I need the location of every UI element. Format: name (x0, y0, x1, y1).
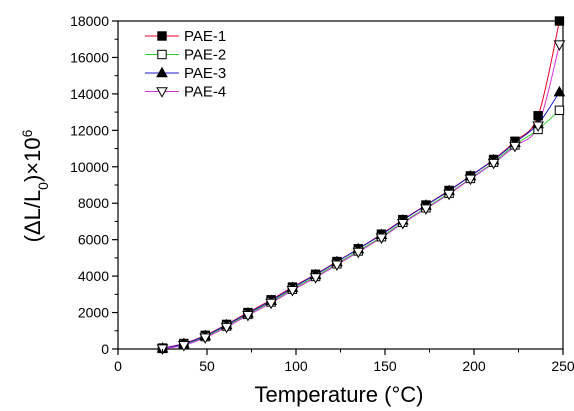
data-point-pae-4 (420, 204, 432, 215)
data-point-pae-4 (352, 247, 365, 259)
data-point-pae-4 (199, 333, 212, 344)
data-point-pae-1 (554, 16, 565, 26)
x-axis-label: Temperature (°C) (255, 382, 424, 407)
data-point-pae-4 (265, 298, 277, 310)
data-point-pae-4 (331, 260, 343, 272)
legend-marker-pae-2 (157, 49, 167, 60)
legend-label-pae-1: PAE-1 (184, 28, 226, 45)
data-point-pae-4 (178, 341, 190, 352)
y-tick-label: 16000 (70, 49, 109, 65)
legend-label-pae-2: PAE-2 (184, 47, 226, 64)
data-point-pae-4 (464, 174, 477, 186)
data-point-pae-4 (242, 310, 254, 322)
y-tick-label: 2000 (78, 305, 109, 321)
data-point-pae-4 (309, 273, 322, 284)
x-tick-label: 150 (373, 358, 397, 374)
data-point-pae-4 (509, 141, 521, 153)
data-point-pae-4 (286, 286, 299, 297)
y-tick-label: 12000 (70, 122, 109, 138)
legend-label-pae-3: PAE-3 (184, 65, 226, 82)
legend-label-pae-4: PAE-4 (184, 84, 226, 101)
y-axis-label-sub: 0 (35, 182, 51, 190)
markers (156, 16, 566, 355)
y-axis-label-sup: 6 (19, 129, 35, 137)
y-axis-label: (ΔL/L0)×106 (19, 129, 51, 242)
data-point-pae-4 (487, 158, 500, 170)
y-tick-label: 0 (101, 341, 109, 357)
y-tick-label: 6000 (78, 232, 109, 248)
data-point-pae-4 (443, 189, 455, 201)
data-point-pae-2 (554, 105, 565, 115)
x-tick-label: 0 (114, 358, 122, 374)
y-axis-label-main: (ΔL/L (20, 190, 45, 243)
data-point-pae-4 (375, 233, 388, 245)
x-tick-label: 250 (551, 358, 574, 374)
legend-marker-pae-3 (156, 66, 168, 78)
y-tick-label: 18000 (70, 13, 109, 29)
data-point-pae-4 (396, 218, 409, 230)
y-tick-label: 4000 (78, 268, 109, 284)
data-point-pae-4 (553, 40, 566, 51)
legend-marker-pae-4 (156, 87, 168, 98)
y-tick-label: 10000 (70, 159, 109, 175)
data-point-pae-4 (532, 121, 544, 133)
data-point-pae-4 (220, 322, 233, 334)
y-tick-label: 14000 (70, 86, 109, 102)
data-point-pae-3 (553, 85, 566, 97)
series-line-pae-2 (162, 109, 560, 349)
y-tick-label: 8000 (78, 195, 109, 211)
x-tick-label: 200 (462, 358, 486, 374)
ticks: 0 50 100 150 200 250 0 2000 4000 6000 8000 10000 120… (70, 13, 574, 374)
x-tick-label: 50 (199, 358, 215, 374)
series-line-pae-3 (162, 91, 560, 349)
y-axis-label-rest: )×10 (20, 137, 45, 182)
x-tick-label: 100 (284, 358, 308, 374)
legend-marker-pae-1 (157, 31, 167, 41)
